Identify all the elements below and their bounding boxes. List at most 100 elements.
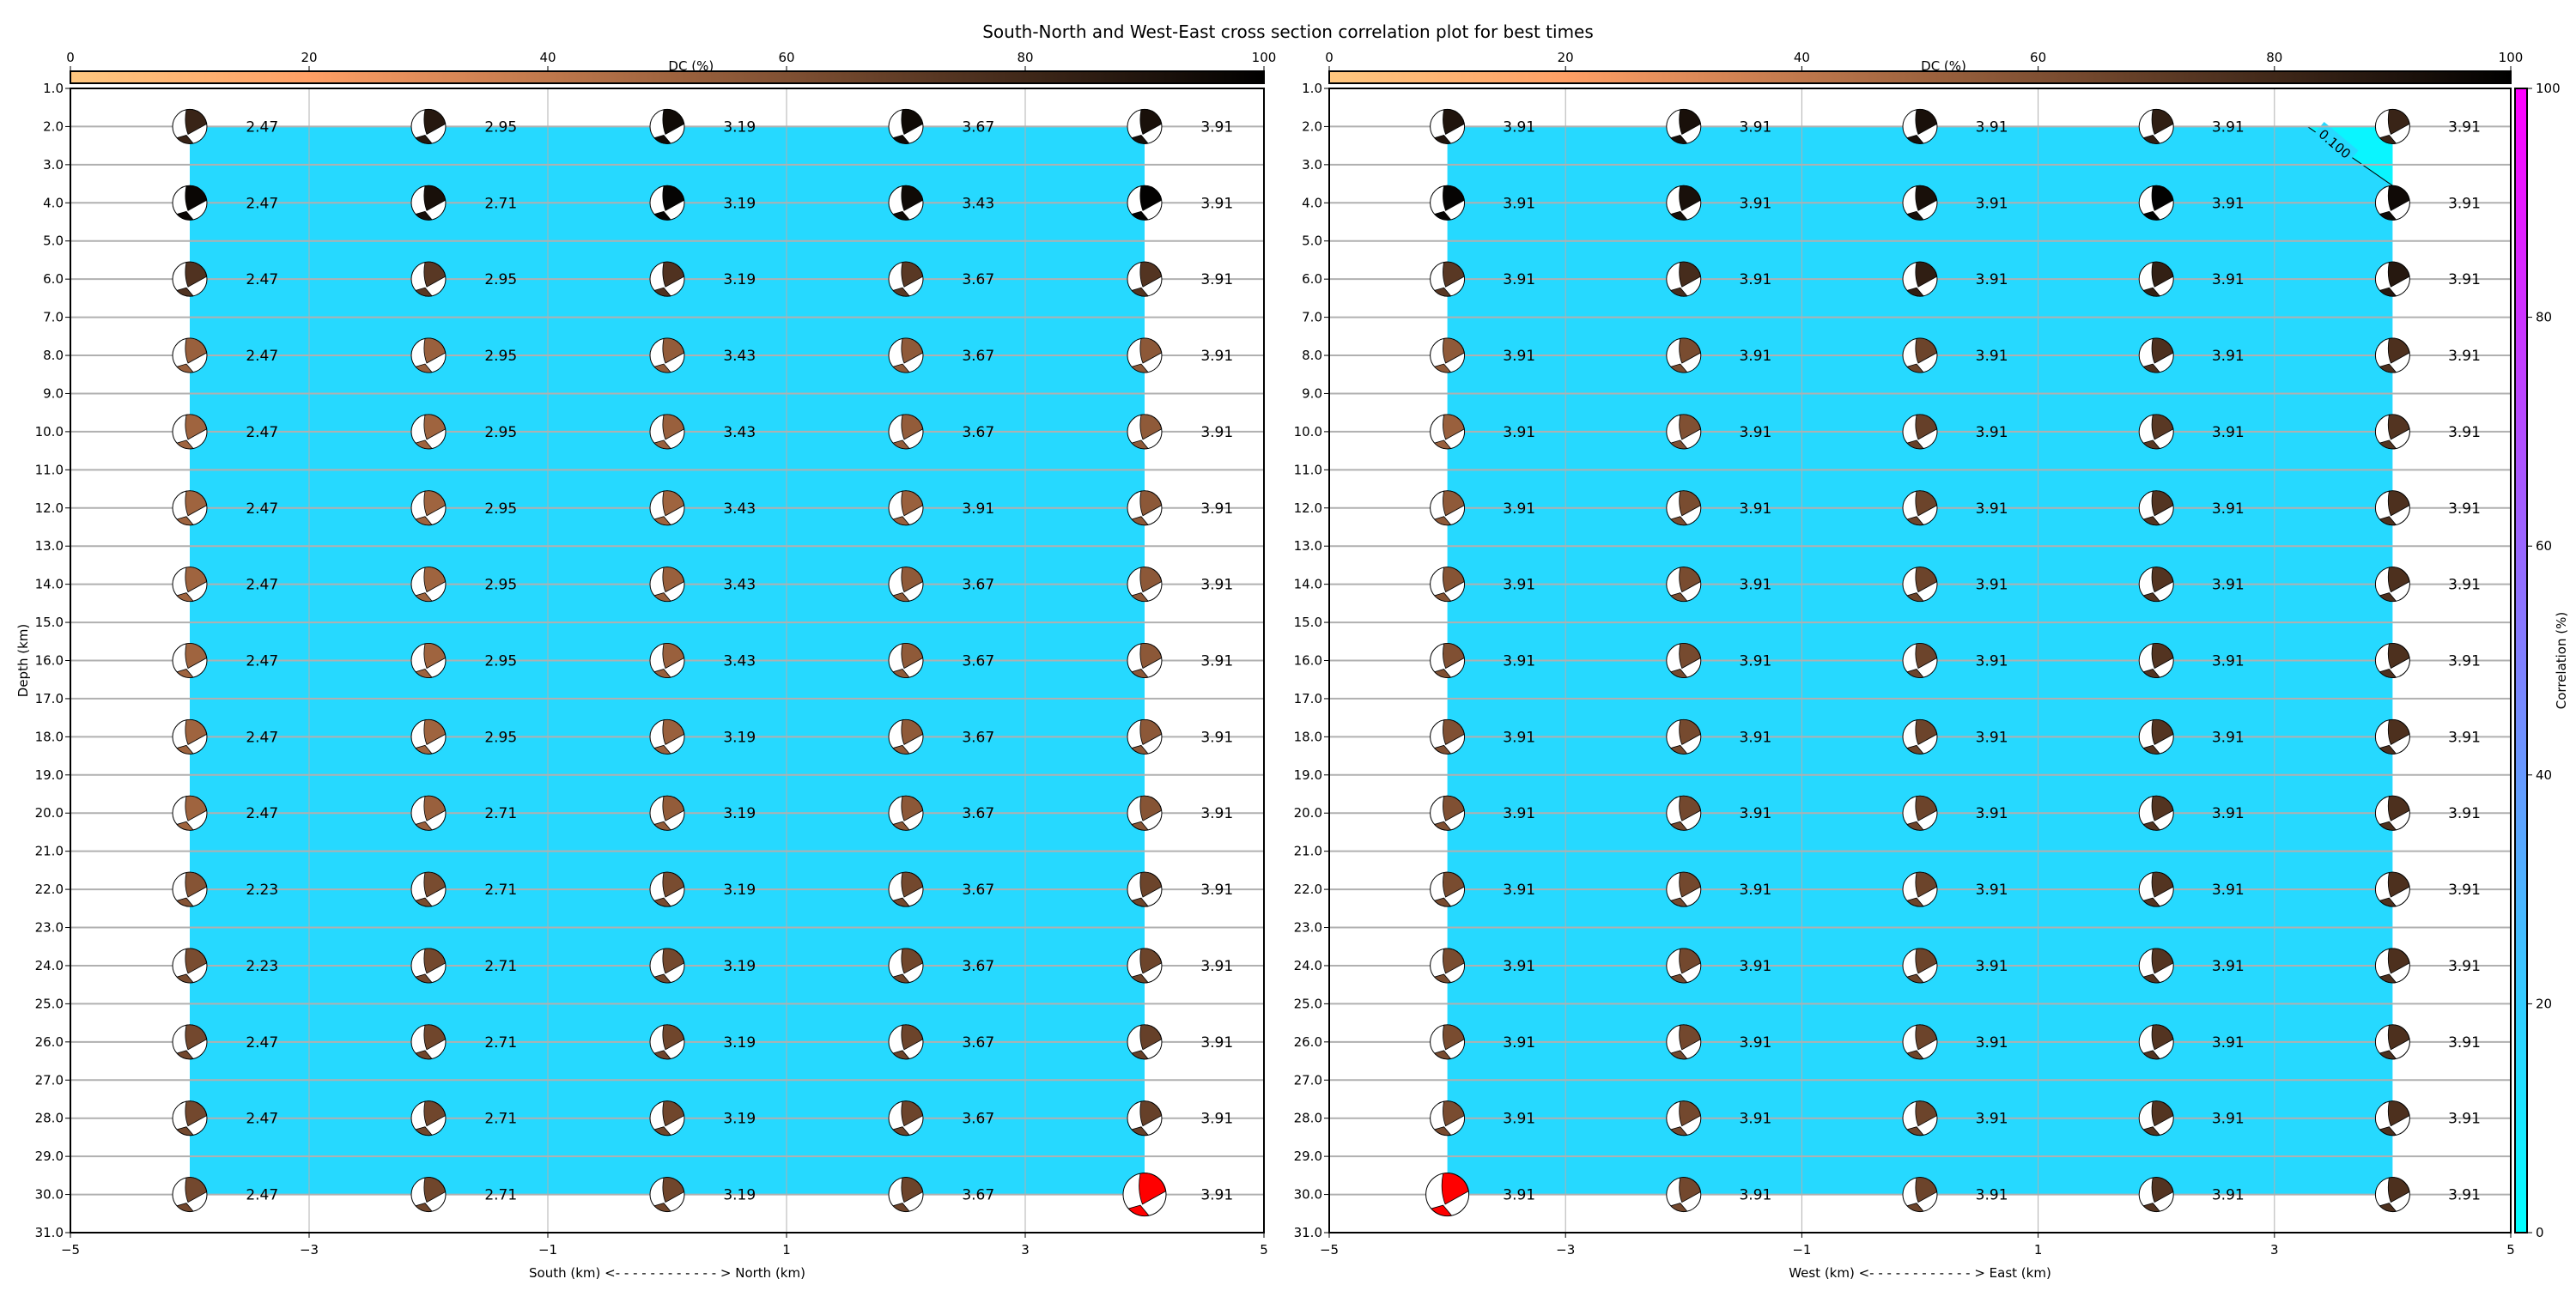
- value-label: 3.43: [723, 577, 756, 594]
- beachball: [2374, 1024, 2410, 1060]
- beachball: [649, 337, 685, 373]
- beachball: [2374, 643, 2410, 678]
- value-label: 3.91: [1976, 882, 2008, 899]
- y-tick-label: 21.0: [1294, 844, 1322, 859]
- beachball: [172, 261, 208, 297]
- beachball: [2138, 795, 2174, 831]
- value-label: 3.91: [1739, 958, 1771, 975]
- value-label: 3.91: [1200, 348, 1233, 365]
- value-label: 2.71: [484, 958, 517, 975]
- beachball: [172, 490, 208, 526]
- dc-tick-label: 0: [1325, 50, 1334, 65]
- value-label: 3.91: [2448, 577, 2481, 594]
- y-tick-label: 1.0: [1302, 81, 1322, 96]
- y-tick-label: 5.0: [43, 233, 64, 249]
- beachball: [1902, 414, 1938, 450]
- value-label: 3.91: [1200, 577, 1233, 594]
- beachball: [888, 414, 924, 450]
- beachball: [888, 643, 924, 678]
- y-tick-label: 18.0: [1294, 729, 1322, 744]
- dc-tick-label: 100: [1252, 50, 1277, 65]
- value-label: 3.91: [1503, 118, 1535, 136]
- value-label: 3.91: [2448, 1187, 2481, 1204]
- x-tick-label: 3: [1021, 1242, 1030, 1258]
- value-label: 3.91: [2212, 729, 2245, 746]
- beachball-best: [1122, 1173, 1167, 1217]
- value-label: 3.91: [1739, 729, 1771, 746]
- beachball: [2374, 795, 2410, 831]
- dc-colorbar-label: DC (%): [668, 58, 714, 74]
- y-tick-label: 11.0: [35, 462, 64, 477]
- beachball: [2374, 718, 2410, 755]
- y-axis-label: Depth (km): [15, 624, 31, 697]
- value-label: 3.91: [2212, 958, 2245, 975]
- value-label: 3.91: [1739, 805, 1771, 822]
- beachball: [1666, 567, 1702, 603]
- y-tick-label: 30.0: [35, 1187, 64, 1203]
- value-label: 3.91: [1503, 424, 1535, 441]
- value-label: 3.91: [1976, 1111, 2008, 1128]
- beachball: [172, 948, 208, 984]
- y-tick-label: 15.0: [35, 615, 64, 630]
- y-tick-label: 12.0: [35, 500, 64, 516]
- value-label: 2.95: [484, 348, 517, 365]
- beachball: [1902, 337, 1938, 373]
- value-label: 3.67: [962, 577, 994, 594]
- beachball: [2138, 414, 2174, 450]
- y-tick-label: 1.0: [43, 81, 64, 96]
- beachball: [1902, 567, 1938, 603]
- beachball: [410, 185, 447, 221]
- beachball: [1430, 1100, 1466, 1136]
- y-tick-label: 23.0: [1294, 920, 1322, 936]
- value-label: 3.19: [723, 729, 756, 746]
- value-label: 3.19: [723, 805, 756, 822]
- value-label: 2.47: [246, 118, 278, 136]
- beachball: [888, 795, 924, 831]
- beachball: [1430, 567, 1466, 603]
- beachball: [1430, 871, 1466, 907]
- value-label: 3.91: [2448, 1111, 2481, 1128]
- y-tick-label: 20.0: [35, 805, 64, 821]
- value-label: 2.47: [246, 577, 278, 594]
- x-tick-label: −5: [1320, 1242, 1339, 1258]
- beachball: [1666, 185, 1702, 221]
- value-label: 3.91: [1200, 653, 1233, 670]
- beachball: [410, 1177, 447, 1213]
- y-tick-label: 16.0: [1294, 653, 1322, 669]
- y-tick-label: 9.0: [43, 385, 64, 401]
- value-label: 2.47: [246, 1111, 278, 1128]
- beachball: [1902, 1100, 1938, 1136]
- x-tick-label: −5: [61, 1242, 80, 1258]
- value-label: 2.95: [484, 500, 517, 518]
- value-label: 3.91: [1976, 729, 2008, 746]
- beachball: [2374, 948, 2410, 984]
- y-tick-label: 25.0: [1294, 996, 1322, 1011]
- beachball: [410, 414, 447, 450]
- beachball: [1902, 261, 1938, 297]
- value-label: 3.19: [723, 271, 756, 288]
- value-label: 3.19: [723, 1034, 756, 1052]
- correlation-tick-label: 20: [2536, 996, 2552, 1011]
- value-label: 2.71: [484, 882, 517, 899]
- beachball: [1430, 490, 1466, 526]
- value-label: 2.47: [246, 1034, 278, 1052]
- y-tick-label: 31.0: [35, 1225, 64, 1240]
- value-label: 3.91: [1976, 118, 2008, 136]
- value-label: 2.47: [246, 271, 278, 288]
- dc-tick-label: 80: [1017, 50, 1033, 65]
- value-label: 2.71: [484, 1034, 517, 1052]
- value-label: 3.91: [2212, 271, 2245, 288]
- value-label: 3.91: [1739, 271, 1771, 288]
- beachball: [2374, 414, 2410, 450]
- x-axis-label: West (km) <- - - - - - - - - - - - > Eas…: [1789, 1265, 2051, 1281]
- beachball: [1902, 185, 1938, 221]
- beachball: [1127, 1024, 1163, 1060]
- y-tick-label: 20.0: [1294, 805, 1322, 821]
- beachball: [2138, 185, 2174, 221]
- beachball: [1430, 261, 1466, 297]
- y-tick-label: 4.0: [43, 195, 64, 210]
- value-label: 3.67: [962, 729, 994, 746]
- x-tick-label: −1: [1792, 1242, 1811, 1258]
- beachball: [2138, 337, 2174, 373]
- y-tick-label: 14.0: [35, 577, 64, 592]
